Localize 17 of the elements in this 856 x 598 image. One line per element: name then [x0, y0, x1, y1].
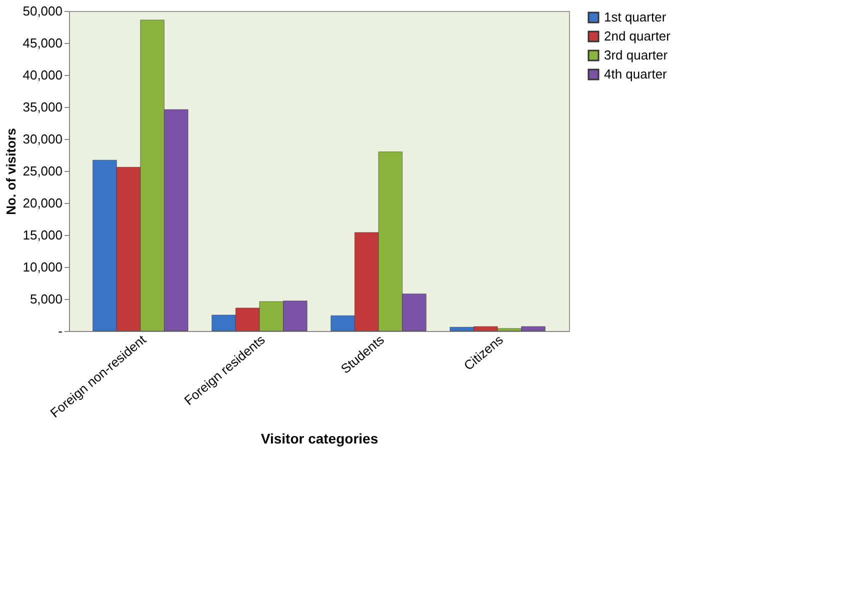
- legend-label: 4th quarter: [604, 66, 668, 82]
- y-tick-label: 45,000: [22, 36, 62, 50]
- y-tick-label: 40,000: [22, 68, 62, 82]
- y-tick-label: 15,000: [22, 228, 62, 242]
- y-tick-label: 50,000: [22, 4, 62, 18]
- y-tick-label: -: [58, 324, 62, 338]
- x-axis-title: Visitor categories: [260, 430, 378, 447]
- y-tick-label: 25,000: [22, 164, 62, 178]
- y-tick-label: 5,000: [30, 292, 62, 306]
- y-axis-title: No. of visitors: [4, 128, 19, 215]
- y-tick-label: 35,000: [22, 100, 62, 114]
- legend-label: 1st quarter: [604, 10, 667, 24]
- y-tick-label: 20,000: [22, 196, 62, 210]
- legend-label: 3rd quarter: [604, 48, 668, 62]
- legend-label: 2nd quarter: [604, 28, 672, 44]
- y-tick-label: 30,000: [22, 132, 62, 146]
- y-tick-label: 10,000: [22, 260, 62, 274]
